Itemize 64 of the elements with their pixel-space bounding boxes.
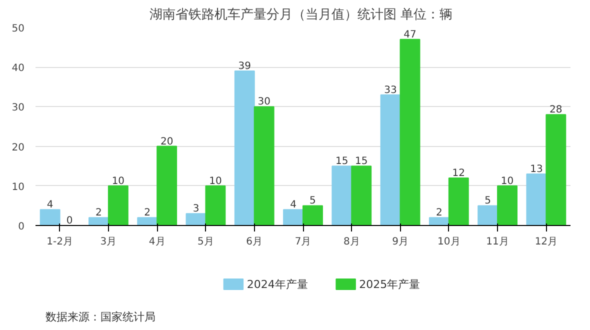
x-tick-label: 4月 [148, 236, 166, 248]
bar [478, 205, 498, 226]
data-label: 12 [452, 168, 466, 179]
data-label: 3 [192, 204, 200, 215]
bar [88, 217, 109, 226]
legend-label: 2024年产量 [246, 278, 308, 291]
data-label: 30 [258, 96, 270, 108]
data-label: 47 [404, 29, 416, 40]
bar [283, 209, 304, 226]
data-label: 10 [500, 176, 514, 187]
data-label: 15 [336, 156, 348, 168]
bar [186, 213, 206, 226]
y-tick-label: 40 [12, 63, 25, 74]
bar [254, 106, 274, 226]
y-tick-label: 50 [12, 24, 25, 34]
data-label: 4 [46, 200, 54, 211]
x-tick-label: 5月 [198, 236, 214, 248]
bar [302, 205, 323, 226]
bar [497, 185, 518, 226]
data-label: 15 [355, 156, 368, 168]
x-tick-label: 11月 [486, 236, 509, 248]
bar [156, 146, 178, 226]
bar [448, 177, 469, 226]
data-label: 5 [310, 196, 316, 207]
bar [546, 114, 566, 226]
y-tick-label: 10 [12, 182, 25, 193]
y-tick-label: 20 [12, 142, 25, 154]
x-tick-label: 8月 [343, 236, 360, 248]
bar [428, 217, 450, 226]
bar [332, 166, 352, 226]
data-label: 33 [384, 84, 397, 96]
x-tick-label: 6月 [246, 236, 263, 248]
x-tick-label: 7月 [294, 236, 312, 248]
data-label: 10 [112, 176, 125, 187]
bar [40, 209, 60, 226]
bar [234, 70, 255, 226]
chart-title: 湖南省铁路机车产量分月（当月值）统计图 单位：辆 [149, 8, 453, 22]
bar [400, 38, 420, 226]
y-tick-label: 30 [12, 102, 25, 114]
x-tick-label: 12月 [534, 236, 558, 248]
data-label: 2 [144, 208, 151, 219]
bar [137, 217, 158, 226]
y-tick-label: 0 [18, 222, 25, 232]
data-label: 28 [550, 104, 562, 116]
data-label: 13 [530, 164, 543, 176]
x-tick-label: 10月 [438, 236, 460, 248]
data-label: 0 [66, 216, 73, 226]
source-note: 数据来源：国家统计局 [46, 310, 156, 324]
data-label: 2 [96, 208, 102, 219]
data-label: 4 [290, 200, 296, 211]
data-label: 5 [484, 196, 492, 207]
data-label: 39 [238, 61, 252, 72]
data-label: 20 [160, 136, 174, 148]
bar [526, 174, 547, 226]
bar [108, 185, 128, 226]
x-tick-label: 3月 [100, 236, 117, 248]
x-tick-label: 1-2月 [46, 236, 73, 248]
bar [380, 94, 401, 226]
bar [205, 185, 226, 226]
bar [351, 166, 372, 226]
legend-label: 2025年产量 [359, 278, 420, 291]
x-tick-label: 9月 [392, 236, 408, 248]
data-label: 10 [209, 176, 222, 187]
data-label: 2 [436, 208, 442, 219]
